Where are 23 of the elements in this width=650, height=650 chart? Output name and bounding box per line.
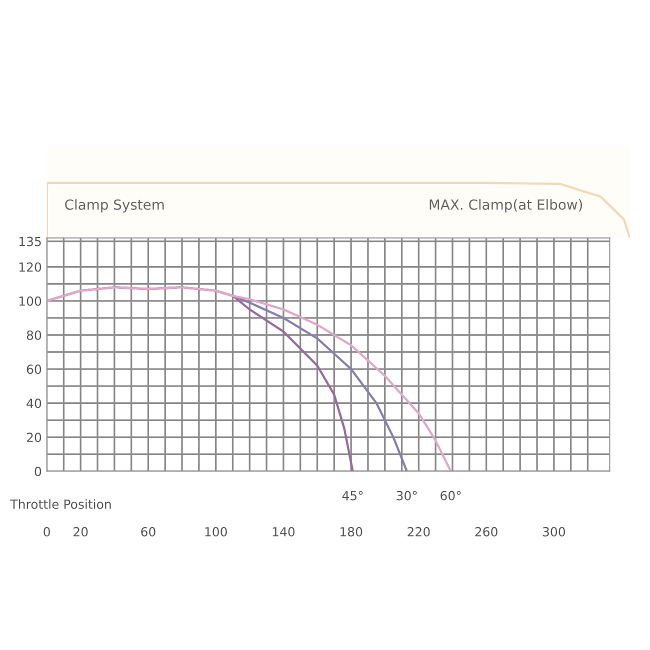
text: Clamp System [65,199,164,213]
y-tick-label: 80 [26,330,42,340]
y-tick-label: 20 [26,432,42,442]
y-tick-label: 0 [34,466,42,476]
x-tick-label: 60 [141,527,156,536]
annotation: 30° [396,490,417,500]
x-tick-label: 100 [205,527,227,536]
x-axis-title: Throttle Position [10,499,111,509]
y-tick-label: 40 [26,398,42,408]
x-tick-label: 20 [74,527,88,536]
x-tick-label: 180 [340,527,362,536]
annotation: 60° [440,490,461,500]
text: MAX. Clamp(at Elbow) [430,199,582,213]
y-tick-label: 135 [19,236,41,246]
y-tick-label: 120 [19,262,42,272]
annotation: 45° [342,490,363,500]
x-tick-label: 140 [272,527,295,536]
x-tick-label: 220 [408,527,430,536]
y-tick-label: 60 [26,364,42,374]
x-tick-label: 260 [475,527,498,536]
x-tick-label: 300 [542,527,566,536]
y-tick-label: 100 [19,296,42,306]
x-tick-label: 0 [44,527,50,536]
